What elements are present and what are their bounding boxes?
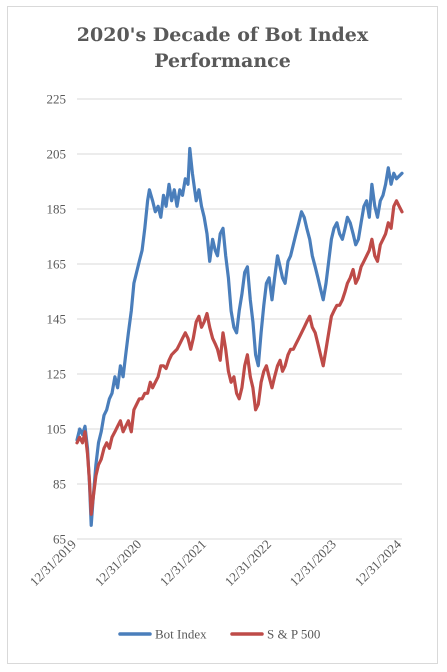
chart-title-line-2: Performance: [154, 50, 291, 72]
x-tick-label: 12/31/2022: [222, 537, 274, 589]
y-tick-label: 185: [47, 202, 67, 217]
series-lines: [75, 146, 404, 527]
y-tick-label: 205: [47, 147, 67, 162]
y-tick-label: 105: [47, 422, 67, 437]
y-tick-label: 85: [53, 477, 66, 492]
chart-title-line-1: 2020's Decade of Bot Index: [76, 24, 369, 46]
legend: Bot Index S & P 500: [118, 627, 320, 642]
chart-title: 2020's Decade of Bot Index Performance: [7, 22, 438, 74]
y-tick-label: 225: [47, 92, 67, 107]
series-line-sp500: [75, 199, 404, 516]
y-tick-label: 65: [53, 532, 66, 547]
x-tick-label: 12/31/2021: [157, 537, 209, 589]
x-tick-label: 12/31/2024: [352, 536, 405, 589]
y-tick-label: 125: [47, 367, 67, 382]
x-tick-label: 12/31/2023: [287, 537, 339, 589]
x-axis-ticks: 12/31/2019 12/31/2020 12/31/2021 12/31/2022…: [27, 536, 405, 589]
legend-label: S & P 500: [267, 627, 320, 642]
x-tick-label: 12/31/2020: [92, 537, 144, 589]
y-tick-label: 165: [47, 257, 67, 272]
series-line-bot-index: [75, 146, 404, 527]
y-tick-label: 145: [47, 312, 67, 327]
y-axis-ticks: 65 85 105 125 145 165 185 205 225: [47, 92, 67, 547]
legend-label: Bot Index: [155, 627, 207, 642]
